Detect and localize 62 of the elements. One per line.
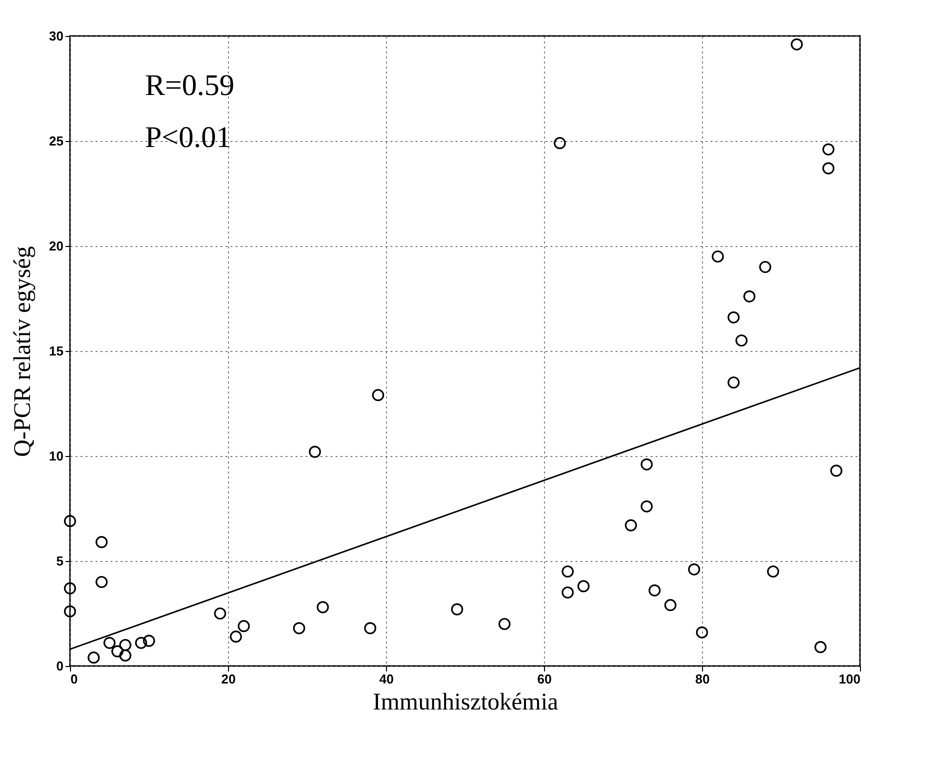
point [119,649,132,662]
point [308,446,321,458]
x-tick-label: 60 [537,672,552,686]
y-tick-label: 0 [56,658,64,674]
x-tick-label: 20 [221,672,236,686]
point [142,634,156,647]
x-tick-label: 100 [838,672,860,686]
x-tick-label: 40 [379,672,394,686]
point [790,38,803,50]
point [316,601,329,614]
x-axis-title: Immunhisztokémia [372,690,558,716]
point [238,620,250,632]
y-tick-label: 20 [49,238,64,254]
point [712,250,724,263]
point [728,311,740,324]
point [451,603,464,616]
point [111,645,124,658]
point [696,626,708,638]
point [814,641,827,654]
point [728,376,740,389]
y-tick-label: 10 [49,448,64,464]
point [830,464,842,477]
point [103,636,116,649]
point [640,500,653,512]
y-tick-label: 30 [49,28,64,44]
point [735,334,748,347]
point [562,586,574,599]
point [759,260,772,274]
point [664,599,676,612]
point [640,458,653,470]
point [372,389,384,402]
point [767,565,780,578]
point [293,622,306,634]
y-tick-label: 15 [49,344,64,358]
point [577,580,590,592]
point [822,162,834,174]
point [96,536,108,548]
point [554,137,566,150]
annotation: R=0.59 [145,69,234,102]
x-tick-label: 0 [70,672,78,686]
point [364,622,376,634]
point [688,563,700,576]
point [64,515,76,528]
point [88,652,100,664]
point [135,636,148,649]
point [624,519,637,532]
point [498,618,511,630]
point [562,565,574,578]
y-axis-title: Q-PCR relatív egység [10,246,36,457]
point [822,143,834,156]
point [230,630,242,643]
point [64,605,76,618]
point [743,290,756,302]
y-tick-label: 25 [49,134,64,148]
point [119,638,132,652]
annotation: P<0.01 [145,121,232,154]
x-tick-label: 80 [695,672,710,686]
point [648,584,661,596]
point [64,582,76,594]
point [214,607,226,620]
y-tick-label: 5 [56,554,64,568]
point [96,576,108,588]
